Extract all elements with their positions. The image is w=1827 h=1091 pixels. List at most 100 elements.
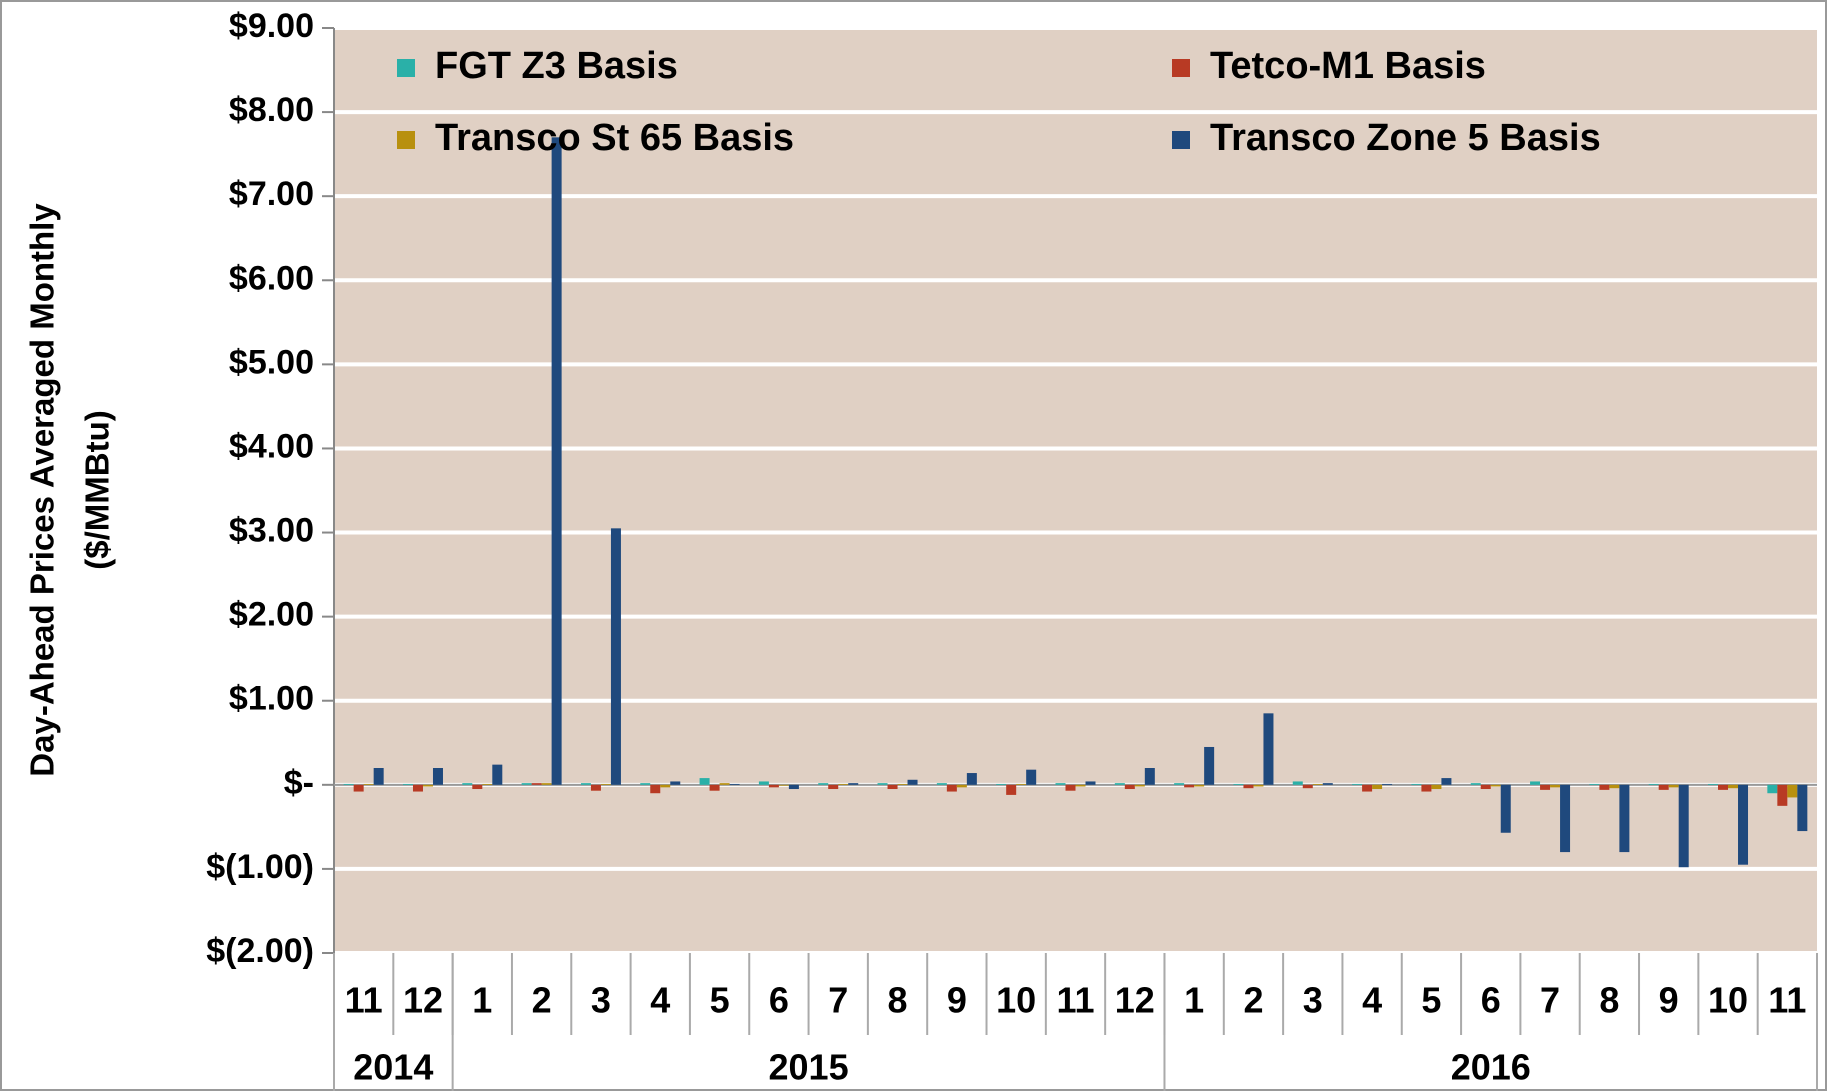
y-tick-label: $9.00 — [229, 7, 314, 45]
bar — [1540, 784, 1551, 790]
bar — [1085, 781, 1096, 785]
y-tick-label: $4.00 — [229, 427, 314, 465]
x-tick-label: 4 — [1362, 980, 1382, 1021]
bar — [531, 783, 542, 785]
bar — [768, 784, 779, 788]
x-tick-label: 11 — [1768, 980, 1806, 1021]
y-tick-label: $(1.00) — [206, 848, 314, 886]
legend-swatch — [397, 131, 415, 149]
bar — [709, 784, 720, 791]
bar — [1114, 783, 1125, 785]
group-label: 2014 — [353, 1047, 433, 1088]
bar — [1134, 784, 1145, 787]
bar — [818, 783, 829, 785]
bar — [1530, 781, 1541, 785]
bar — [1599, 784, 1610, 790]
y-tick-label: $- — [284, 764, 314, 802]
bar — [1441, 778, 1452, 785]
bar — [640, 783, 651, 785]
x-tick-label: 5 — [1421, 980, 1441, 1021]
bar — [719, 783, 730, 785]
bar — [788, 784, 799, 790]
y-tick-label: $1.00 — [229, 680, 314, 718]
bar — [778, 784, 789, 786]
x-tick-label: 12 — [1115, 980, 1155, 1021]
x-tick-label: 11 — [1056, 980, 1094, 1021]
bar — [1648, 783, 1659, 785]
bar — [1352, 783, 1363, 785]
bar — [670, 781, 681, 785]
y-tick-label: $8.00 — [229, 91, 314, 129]
bar — [1174, 783, 1185, 785]
bar — [1124, 784, 1135, 790]
x-tick-label: 1 — [472, 980, 492, 1021]
bar — [887, 784, 898, 790]
bar — [729, 783, 740, 785]
bar — [1609, 784, 1620, 789]
bar — [956, 784, 967, 788]
group-label: 2016 — [1451, 1047, 1531, 1088]
bar — [1797, 784, 1808, 832]
bar — [1470, 783, 1481, 785]
y-tick-label: $5.00 — [229, 343, 314, 381]
bar — [1253, 784, 1264, 787]
bar — [1589, 783, 1600, 785]
bar — [1708, 783, 1719, 785]
bar — [1362, 784, 1373, 792]
x-tick-label: 9 — [947, 980, 967, 1021]
bar — [1431, 784, 1442, 790]
bar — [353, 784, 364, 792]
bar — [590, 784, 601, 791]
bar — [877, 783, 888, 785]
bar — [402, 783, 413, 785]
bar — [1500, 784, 1511, 833]
group-label: 2015 — [769, 1047, 849, 1088]
x-tick-label: 7 — [828, 980, 848, 1021]
bar — [472, 784, 483, 790]
bar — [1372, 784, 1383, 790]
bar — [650, 784, 661, 794]
bar — [828, 784, 839, 790]
bar — [966, 773, 977, 785]
bar — [1619, 784, 1630, 853]
bar — [1560, 784, 1571, 853]
x-tick-label: 2 — [532, 980, 552, 1021]
x-tick-label: 7 — [1540, 980, 1560, 1021]
bar — [422, 784, 433, 787]
bar — [1382, 783, 1393, 785]
bar — [1006, 784, 1017, 795]
bar — [1302, 784, 1313, 789]
y-tick-label: $7.00 — [229, 175, 314, 213]
bar — [1055, 783, 1066, 785]
x-tick-label: 10 — [996, 980, 1036, 1021]
x-tick-label: 8 — [1599, 980, 1619, 1021]
bar — [1065, 784, 1076, 791]
bar — [1312, 783, 1323, 785]
x-tick-label: 9 — [1659, 980, 1679, 1021]
legend-label: Transco St 65 Basis — [435, 117, 794, 159]
bar — [600, 783, 611, 785]
legend-label: Transco Zone 5 Basis — [1210, 117, 1601, 159]
x-tick-label: 11 — [345, 980, 383, 1021]
bar — [1480, 784, 1491, 790]
x-tick-label: 6 — [769, 980, 789, 1021]
bar — [1678, 784, 1689, 868]
bar — [541, 783, 552, 785]
x-tick-label: 12 — [403, 980, 443, 1021]
x-tick-label: 10 — [1708, 980, 1748, 1021]
y-tick-label: $(2.00) — [206, 932, 314, 970]
bar — [1194, 784, 1205, 787]
bar — [432, 768, 443, 785]
bar — [1421, 784, 1432, 792]
bar — [551, 137, 562, 785]
bar — [1728, 784, 1739, 789]
bar — [412, 784, 423, 792]
bar — [1144, 768, 1155, 785]
y-axis-title: Day-Ahead Prices Averaged Monthly — [24, 203, 61, 777]
y-tick-label: $2.00 — [229, 596, 314, 634]
bar — [1243, 784, 1254, 789]
y-axis-title: ($/MMBtu) — [79, 410, 116, 569]
bar — [462, 783, 473, 785]
y-tick-label: $6.00 — [229, 259, 314, 297]
